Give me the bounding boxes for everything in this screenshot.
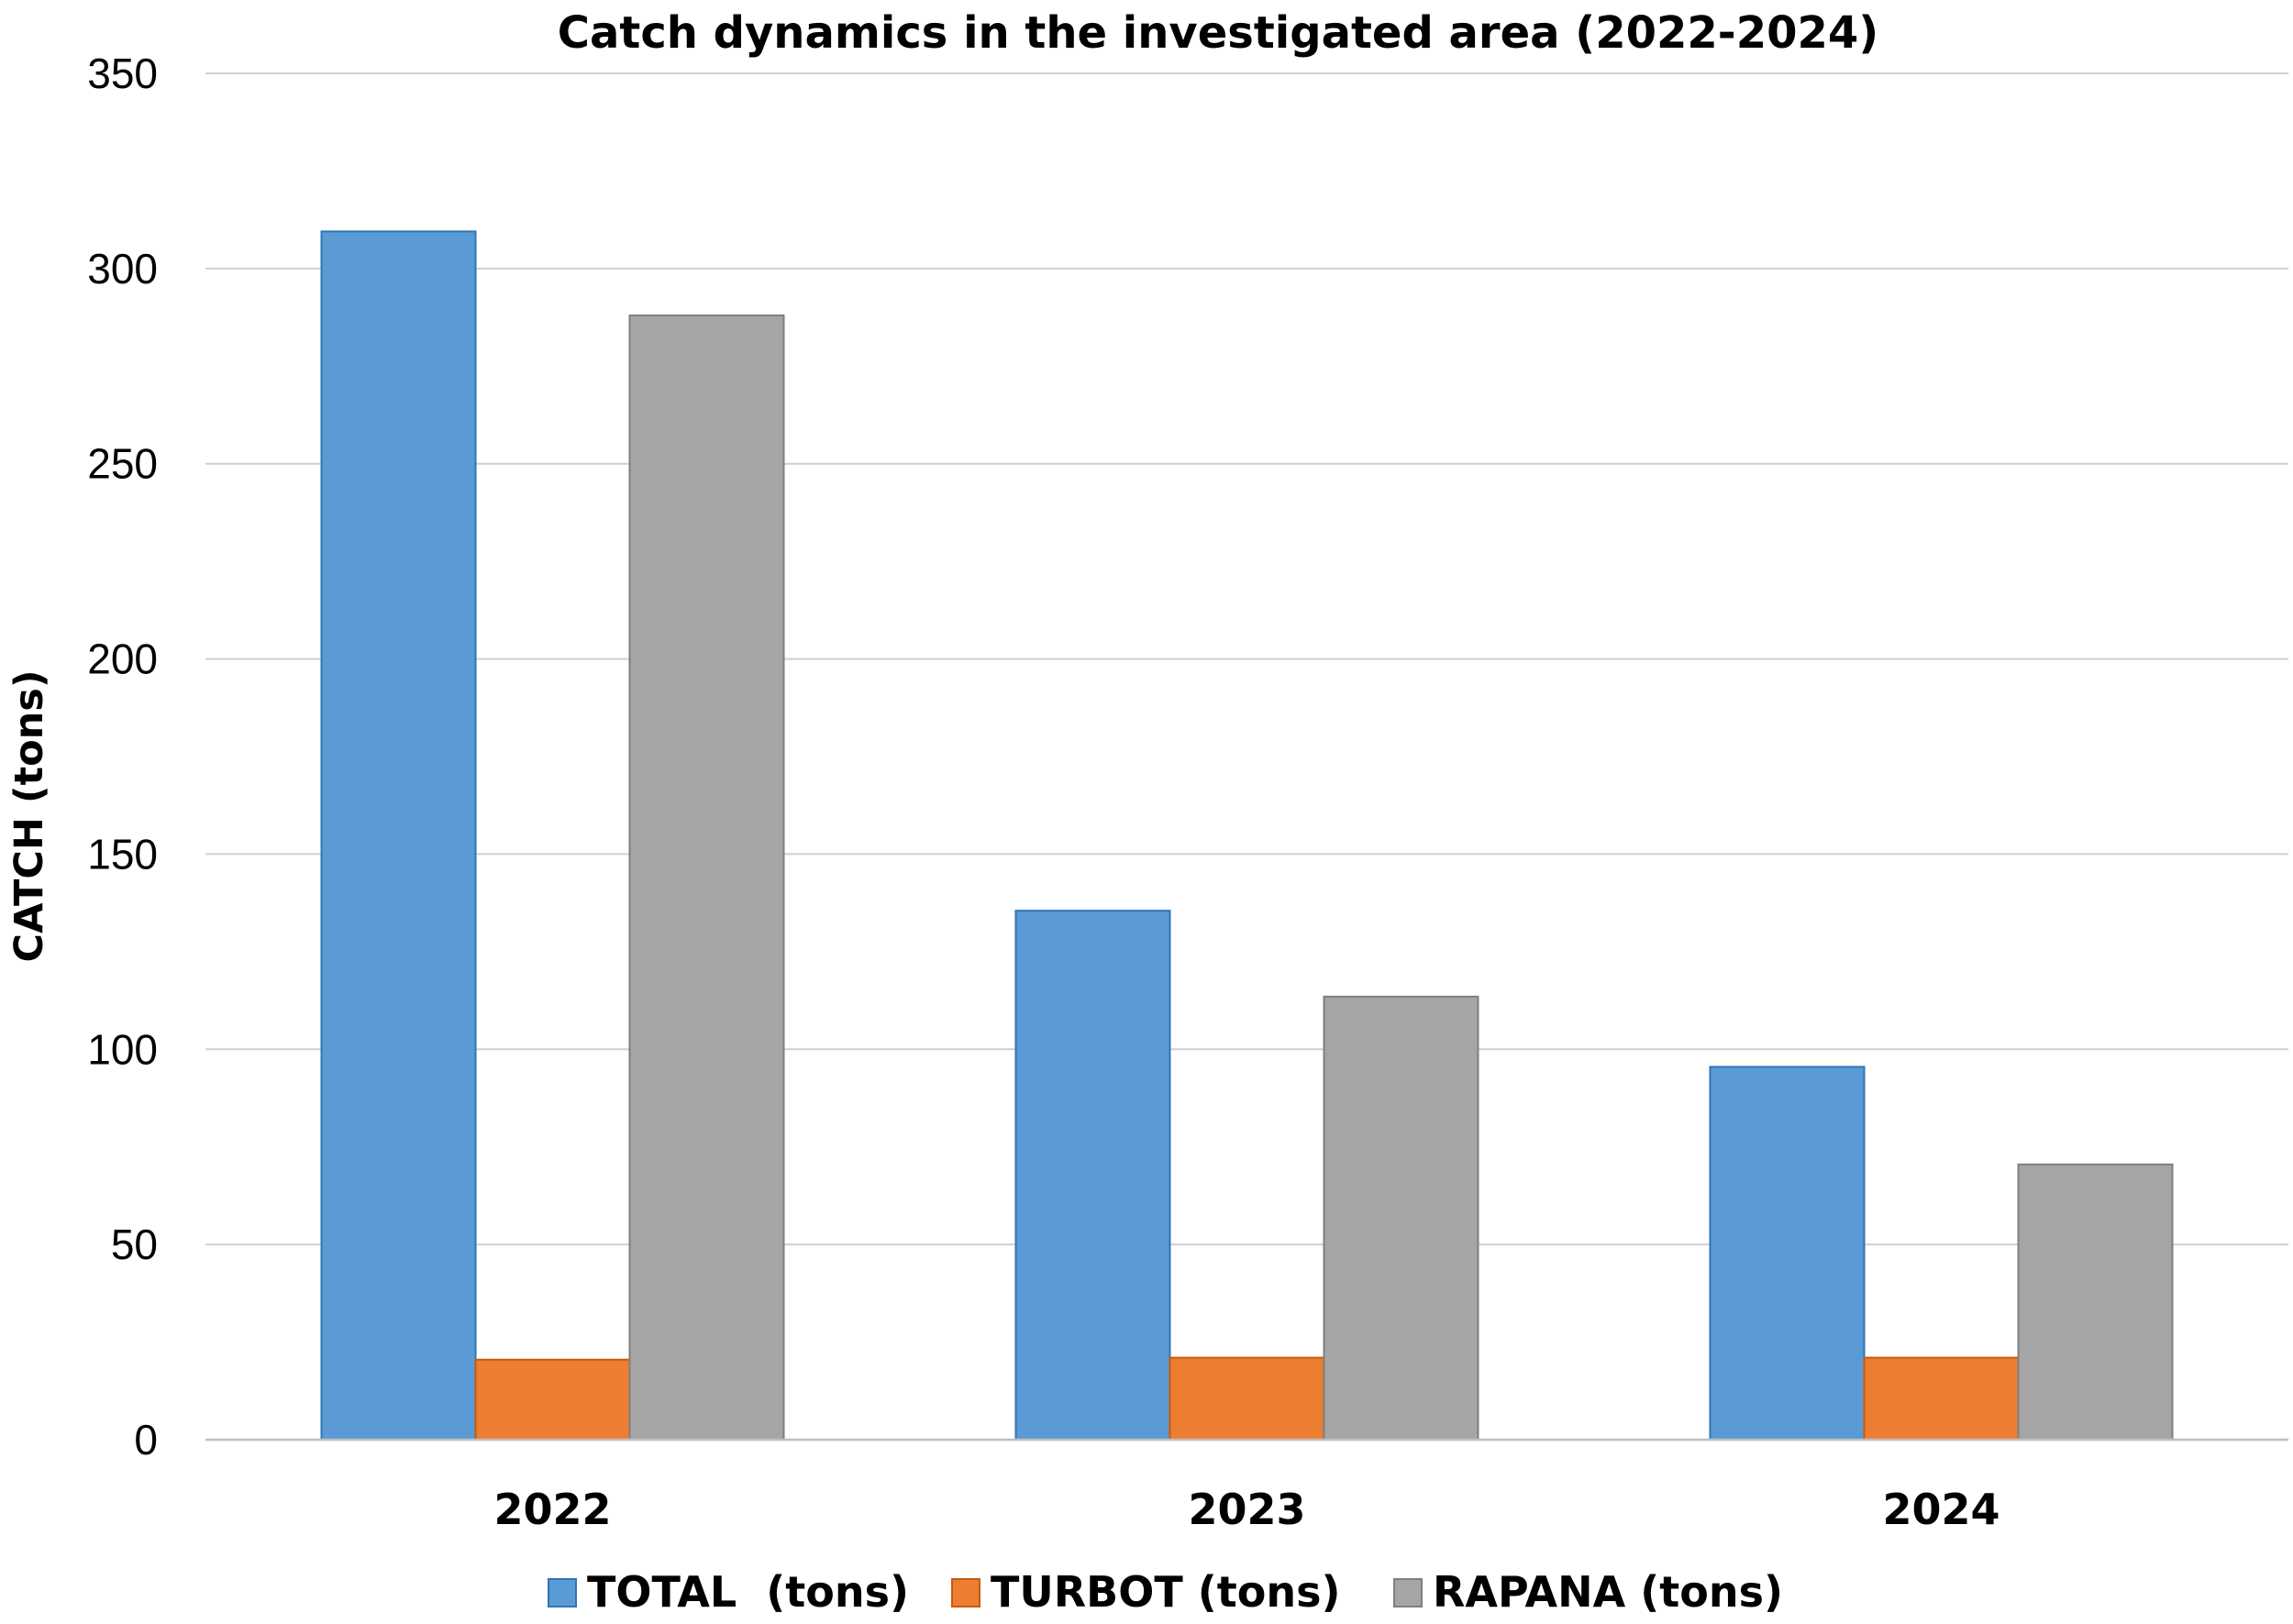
bar-rapana-2023 [1323, 995, 1479, 1442]
legend-label: RAPANA (tons) [1433, 1567, 1783, 1617]
y-tick-label: 200 [87, 635, 158, 683]
x-axis-ticks: 2022 2023 2024 [493, 1485, 1999, 1534]
bars [320, 230, 2174, 1442]
y-axis-ticks: 0 50 100 150 200 250 300 350 [87, 50, 158, 1464]
bar-total-2024 [1709, 1066, 1866, 1441]
y-tick-label: 50 [111, 1221, 158, 1268]
bar-turbot-2023 [1169, 1356, 1325, 1441]
y-tick-label: 350 [87, 50, 158, 97]
bar-rapana-2022 [628, 314, 785, 1441]
bar-turbot-2024 [1863, 1356, 2020, 1441]
legend-swatch [951, 1578, 980, 1607]
x-tick-label: 2024 [1882, 1485, 1999, 1534]
bar-total-2023 [1014, 910, 1171, 1441]
y-tick-label: 100 [87, 1025, 158, 1073]
bar-turbot-2022 [474, 1358, 631, 1441]
legend: TOTAL (tons) TURBOT (tons) RAPANA (tons) [548, 1567, 1783, 1617]
chart-title: Catch dynamics in the investigated area … [558, 7, 1879, 59]
x-tick-label: 2022 [493, 1485, 611, 1534]
y-tick-label: 150 [87, 830, 158, 878]
legend-label: TOTAL (tons) [587, 1567, 909, 1617]
bar-rapana-2024 [2017, 1163, 2174, 1442]
x-tick-label: 2023 [1188, 1485, 1305, 1534]
legend-swatch [548, 1578, 577, 1607]
y-axis-label: CATCH (tons) [6, 670, 52, 963]
gridlines [205, 72, 2288, 1246]
bar-total-2022 [320, 230, 477, 1441]
y-tick-label: 300 [87, 245, 158, 293]
y-tick-label: 0 [134, 1416, 158, 1464]
legend-label: TURBOT (tons) [991, 1567, 1340, 1617]
legend-swatch [1393, 1578, 1423, 1607]
y-tick-label: 250 [87, 440, 158, 488]
